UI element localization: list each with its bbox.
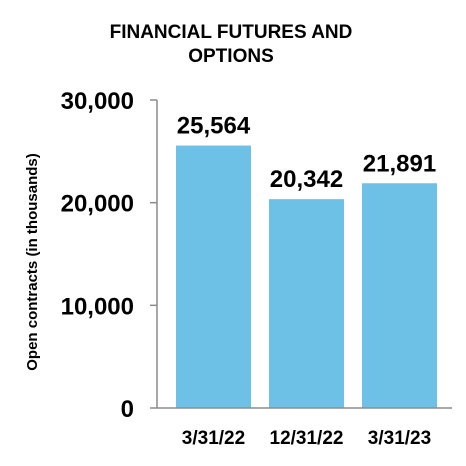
- y-axis-label: Open contracts (in thousands): [24, 153, 41, 371]
- x-tick-label: 3/31/22: [182, 428, 245, 449]
- chart-title-line-1: FINANCIAL FUTURES AND: [110, 22, 353, 43]
- data-labels: 25,564 20,342 21,891: [177, 113, 436, 194]
- y-tick-label: 30,000: [61, 88, 134, 115]
- bar-12-31-22: [269, 199, 344, 408]
- data-label: 25,564: [177, 113, 251, 140]
- bars: [176, 145, 437, 408]
- bar-3-31-23: [362, 183, 437, 408]
- y-tick-label: 0: [121, 396, 134, 423]
- chart-title-line-2: OPTIONS: [188, 46, 274, 67]
- data-label: 21,891: [363, 150, 436, 177]
- x-axis-ticks: 3/31/22 12/31/22 3/31/23: [182, 428, 431, 449]
- y-axis-ticks: 0 10,000 20,000 30,000: [61, 88, 157, 423]
- axes: [156, 100, 452, 409]
- bar-3-31-22: [176, 145, 251, 408]
- data-label: 20,342: [270, 166, 343, 193]
- x-tick-label: 3/31/23: [368, 428, 431, 449]
- x-tick-label: 12/31/22: [270, 428, 344, 449]
- y-tick-label: 20,000: [61, 191, 134, 218]
- y-tick-label: 10,000: [61, 293, 134, 320]
